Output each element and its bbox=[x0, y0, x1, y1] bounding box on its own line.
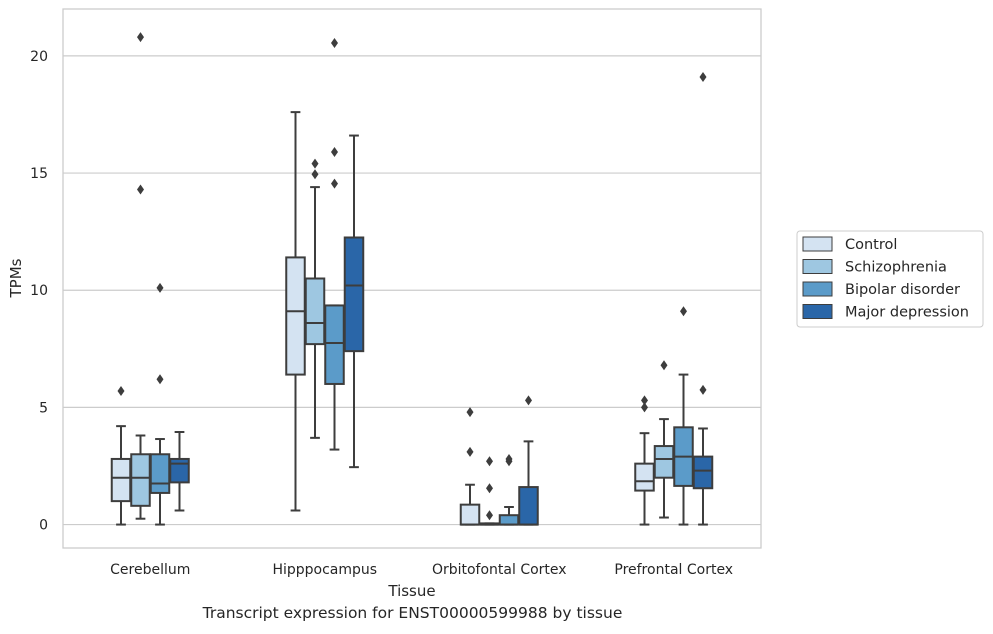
outlier-point bbox=[486, 456, 493, 467]
outlier-point bbox=[156, 374, 164, 385]
y-tick-label: 0 bbox=[39, 518, 48, 534]
box-major-depression bbox=[169, 430, 190, 512]
box-iqr bbox=[149, 453, 171, 494]
outlier-point bbox=[680, 306, 687, 317]
box-control bbox=[285, 111, 306, 512]
box-iqr bbox=[343, 236, 365, 353]
outlier-point bbox=[505, 453, 513, 464]
box-control bbox=[459, 407, 481, 526]
outlier-point bbox=[137, 184, 144, 195]
box-iqr bbox=[498, 514, 520, 526]
box-iqr bbox=[130, 453, 151, 507]
box-control bbox=[634, 395, 655, 526]
legend-swatch bbox=[802, 236, 833, 252]
x-tick-label: Cerebellum bbox=[110, 562, 190, 578]
y-tick-label: 5 bbox=[39, 400, 48, 416]
box-iqr bbox=[692, 455, 714, 490]
y-tick-labels: 0 5 10 15 20 bbox=[30, 49, 48, 534]
outlier-point bbox=[156, 282, 164, 293]
legend-frame bbox=[796, 230, 984, 328]
outlier-point bbox=[311, 169, 319, 180]
box-iqr bbox=[459, 503, 481, 526]
outlier-point bbox=[331, 146, 338, 157]
legend-label: Bipolar disorder bbox=[845, 282, 960, 298]
legend-swatch bbox=[802, 304, 833, 319]
outlier-point bbox=[641, 395, 648, 406]
outlier-point bbox=[466, 446, 474, 457]
y-tick-label: 20 bbox=[30, 49, 48, 65]
legend-label: Schizophrenia bbox=[845, 260, 947, 276]
box-major-depression bbox=[692, 71, 714, 526]
outlier-point bbox=[466, 407, 474, 418]
box-schizophrenia bbox=[304, 158, 326, 439]
category-group bbox=[634, 71, 714, 526]
x-tick-label: Prefrontal Cortex bbox=[614, 562, 733, 578]
outlier-point bbox=[486, 510, 493, 521]
legend: Control Schizophrenia Bipolar disorder Majo… bbox=[796, 230, 984, 328]
x-tick-label: Hipppocampus bbox=[272, 562, 377, 578]
chart-caption: Transcript expression for ENST0000059998… bbox=[202, 604, 623, 622]
y-axis-label: TPMs bbox=[7, 258, 25, 298]
box-major-depression bbox=[343, 134, 365, 469]
outlier-point bbox=[660, 360, 668, 371]
box-control bbox=[110, 385, 132, 526]
plot-frame bbox=[62, 8, 762, 549]
box-iqr bbox=[285, 256, 306, 376]
outlier-point bbox=[641, 402, 648, 413]
legend-label: Control bbox=[845, 237, 897, 253]
outlier-point bbox=[331, 178, 338, 189]
category-group bbox=[110, 32, 190, 526]
outlier-point bbox=[699, 384, 707, 395]
outlier-point bbox=[525, 395, 532, 406]
box-iqr bbox=[110, 457, 132, 503]
box-iqr bbox=[324, 304, 345, 385]
box-schizophrenia bbox=[130, 32, 151, 520]
box-iqr bbox=[518, 486, 539, 526]
y-tick-label: 15 bbox=[30, 166, 48, 182]
legend-label: Major depression bbox=[845, 305, 969, 321]
box-major-depression bbox=[518, 395, 539, 526]
legend-swatch bbox=[802, 281, 833, 297]
box-groups bbox=[110, 32, 714, 526]
x-tick-label: Orbitofontal Cortex bbox=[432, 562, 567, 578]
box-iqr bbox=[634, 462, 655, 492]
category-group bbox=[285, 37, 365, 512]
x-tick-labels: Cerebellum Hipppocampus Orbitofontal Corte… bbox=[110, 562, 733, 578]
outlier-point bbox=[699, 71, 707, 82]
box-iqr bbox=[169, 457, 190, 484]
legend-swatch bbox=[802, 259, 833, 274]
outlier-point bbox=[331, 37, 338, 48]
box-schizophrenia bbox=[479, 456, 500, 526]
outlier-point bbox=[486, 483, 493, 494]
outlier-point bbox=[137, 32, 144, 43]
outlier-point bbox=[117, 385, 125, 396]
outlier-point bbox=[311, 158, 319, 169]
box-iqr bbox=[304, 277, 326, 346]
y-tick-label: 10 bbox=[30, 283, 48, 299]
category-group bbox=[459, 395, 539, 526]
x-axis-label: Tissue bbox=[387, 582, 435, 600]
box-iqr bbox=[653, 445, 675, 479]
box-bipolar-disorder bbox=[324, 37, 345, 451]
